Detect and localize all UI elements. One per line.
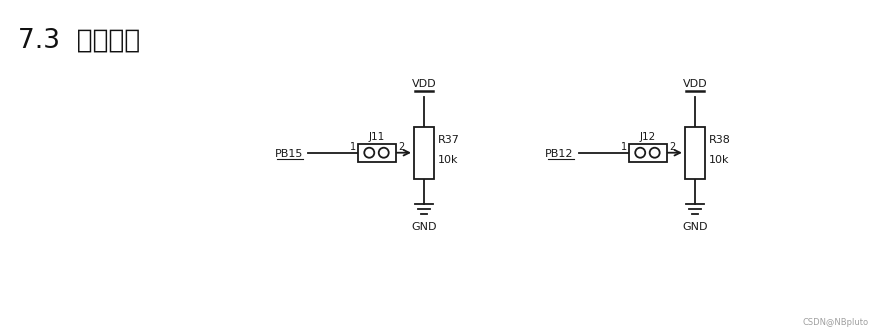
Text: 10k: 10k — [709, 155, 729, 165]
Text: CSDN@NBpluto: CSDN@NBpluto — [803, 318, 869, 327]
Bar — [628, 144, 667, 162]
Text: R37: R37 — [438, 135, 460, 145]
Text: GND: GND — [682, 222, 708, 232]
Text: VDD: VDD — [412, 79, 436, 89]
Text: VDD: VDD — [683, 79, 707, 89]
Bar — [685, 127, 704, 179]
Text: 1: 1 — [621, 142, 627, 152]
Text: 2: 2 — [398, 142, 404, 152]
Text: J12: J12 — [640, 132, 656, 142]
Bar — [414, 127, 434, 179]
Text: J11: J11 — [369, 132, 385, 142]
Text: R38: R38 — [709, 135, 731, 145]
Text: PB12: PB12 — [545, 149, 574, 159]
Circle shape — [649, 148, 660, 158]
Circle shape — [364, 148, 374, 158]
Text: PB15: PB15 — [274, 149, 303, 159]
Text: 2: 2 — [669, 142, 675, 152]
Text: 7.3  模拟输出: 7.3 模拟输出 — [18, 28, 140, 54]
Text: 10k: 10k — [438, 155, 458, 165]
Circle shape — [635, 148, 645, 158]
Text: 1: 1 — [350, 142, 356, 152]
Circle shape — [378, 148, 389, 158]
Bar — [357, 144, 396, 162]
Text: GND: GND — [411, 222, 437, 232]
